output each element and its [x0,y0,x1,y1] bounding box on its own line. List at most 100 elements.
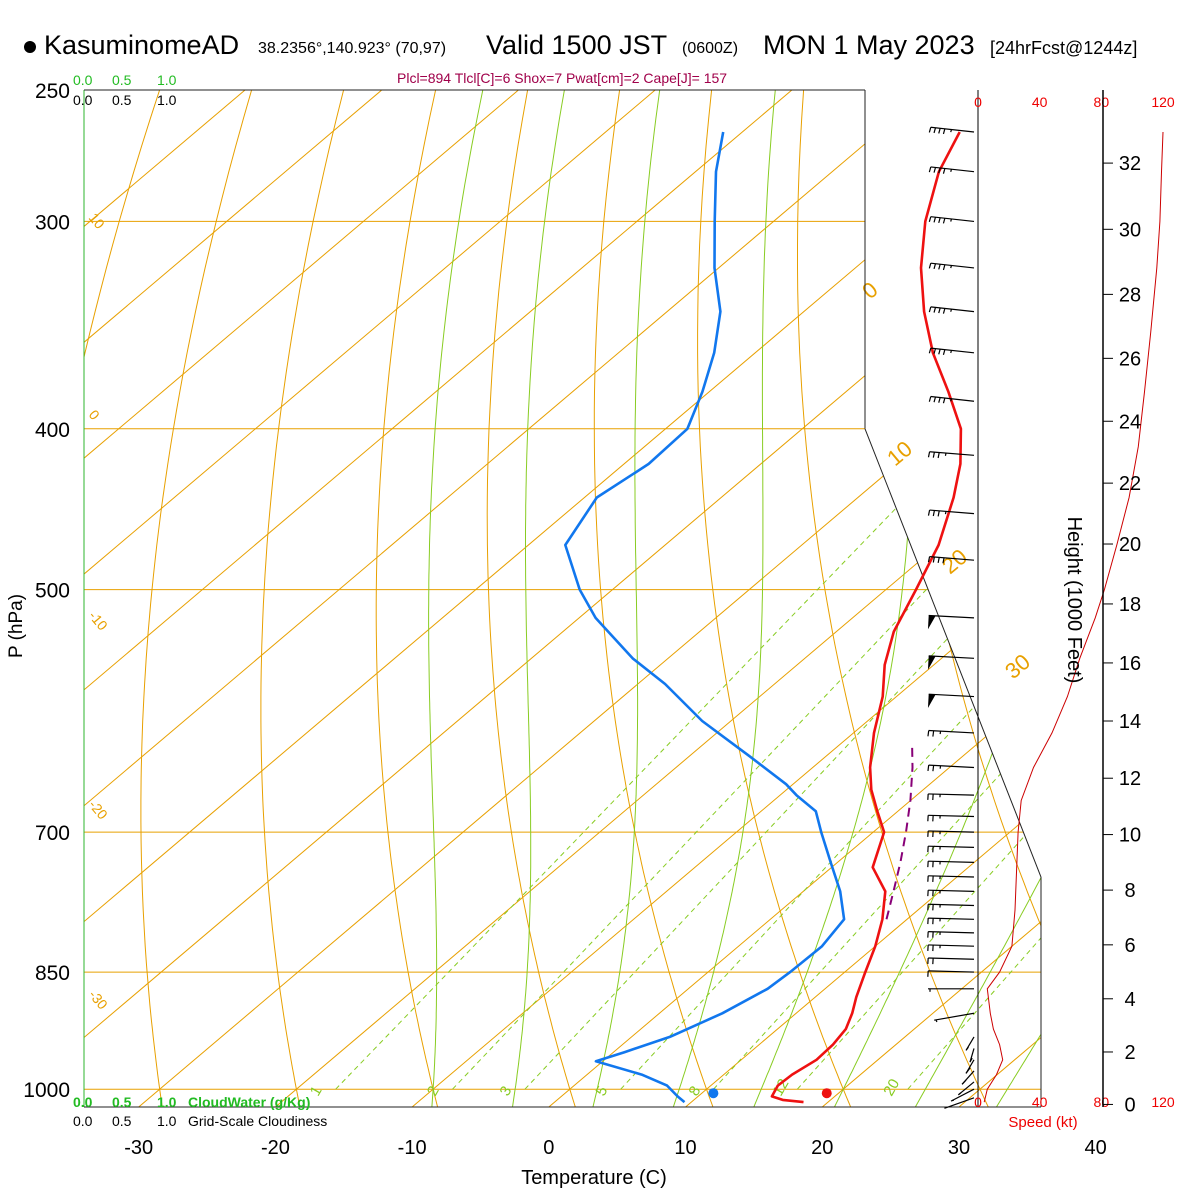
cloudiness-scale-label: 1.0 [157,1113,177,1129]
wind-barb-halfflag [950,309,953,312]
wind-barb-shaft [930,166,975,173]
moist-adiabat-line [509,90,565,1107]
wind-barb-flag [928,347,932,354]
wind-barb-shaft [929,451,975,456]
wind-barb-shaft [928,814,975,818]
dry-adiabat-line [260,90,352,1107]
wind-barb-shaft [928,889,975,892]
surface-dewpoint-marker [708,1088,719,1099]
wind-barb-flag [938,167,941,174]
wind-barb-flag [938,217,941,224]
wind-barb-flag [927,556,931,563]
height-tick-label: 16 [1119,653,1141,675]
temperature-tick-label: 30 [948,1137,970,1159]
pressure-tick-label: 400 [35,419,70,442]
wind-barb-flag [928,396,932,402]
wind-speed-top-tick: 40 [1032,94,1048,110]
wind-barb-shaft [928,693,975,698]
wind-barb-flag [937,510,940,517]
wind-barb [927,814,975,822]
height-tick-label: 8 [1124,880,1135,902]
wind-barb [928,395,975,404]
wind-barb-shaft [930,216,975,223]
wind-barb-shaft [929,509,975,515]
wind-barb-halfflag [950,265,953,269]
height-tick-label: 32 [1119,153,1141,175]
wind-barb [950,1088,975,1102]
height-tick-label: 10 [1119,825,1141,847]
station-name: KasuminomeAD [44,30,240,60]
moist-adiabat-line [588,90,661,1107]
wind-barb-halfflag [944,511,947,515]
wind-barb-flag [938,264,941,270]
wind-barb-flag [933,217,937,223]
wind-barb-shaft [928,845,975,849]
wind-barb-shaft [928,614,975,619]
wind-barb [927,729,975,737]
wind-barb-shaft [930,395,975,402]
wind-barb-halfflag [950,129,953,133]
height-axis-label: Height (1000 Feet) [1063,517,1085,684]
wind-barb-shaft [929,556,975,561]
cloud-water-scale-label: 0.5 [112,1094,132,1110]
cloud-scale-top-label: 0.0 [73,72,93,88]
wind-barb-halfflag [935,1019,938,1023]
height-tick-label: 18 [1119,594,1141,616]
wind-barb-flag [933,263,937,270]
wind-barb-flag [928,263,932,269]
pressure-tick-label: 500 [35,580,70,603]
wind-speed-top-tick: 120 [1151,94,1175,110]
temperature-tick-label: 20 [811,1137,833,1159]
wind-barb-flag [933,167,937,173]
wind-barb-flag [928,306,932,313]
wind-barb-flag [937,452,940,459]
height-tick-label: 0 [1124,1094,1135,1116]
isotherm-line [821,90,1041,1107]
wind-barb-flag [942,308,946,314]
dry-adiabat-line [1170,61,1200,1125]
wind-barb-shaft [928,764,975,769]
wind-speed-bottom-tick: 40 [1032,1094,1048,1110]
wind-barb-shaft [934,1012,975,1021]
wind-barb-flag [933,396,937,403]
wind-barb [927,931,975,938]
wind-barb [928,126,975,135]
height-tick-label: 2 [1124,1042,1135,1064]
temperature-tick-label: 40 [1085,1137,1107,1159]
wind-speed-profile-line [983,131,1164,1103]
cloud-water-label: CloudWater (g/Kg) [188,1094,310,1110]
cloudiness-label: Grid-Scale Cloudiness [188,1113,327,1129]
wind-barb [927,957,975,965]
wind-barb-pennant [927,655,936,670]
wind-barb-flag [938,348,941,355]
dry-adiabat-line [987,90,1041,1107]
wind-barb [927,944,975,952]
wind-barb-flag [937,557,940,564]
wind-barb-flag [927,765,930,771]
wind-barb-flag [942,264,946,271]
wind-barb-pennant [927,615,936,630]
wind-barb-shaft [928,793,975,796]
wind-barb-halfflag [950,350,953,354]
dewpoint-profile-line [564,131,846,1104]
cloud-water-scale-label: 1.0 [157,1094,177,1110]
temperature-tick-label: -30 [124,1137,153,1159]
isopleth-layer [84,61,1200,1125]
isotherm-line [84,90,793,1107]
moist-adiabat-line [667,90,776,1107]
height-tick-label: 6 [1124,935,1135,957]
wind-barb-shaft [928,970,975,973]
height-tick-label: 26 [1119,348,1141,370]
wind-barb-halfflag [951,1099,954,1102]
wind-barb [927,693,975,708]
isotherm-line [84,90,1041,1107]
mixing-ratio-line [907,428,1041,1090]
wind-barb-flag [927,509,931,516]
wind-barb-flag [927,451,931,458]
wind-barb-flag [942,128,946,135]
wind-barb [927,764,975,772]
isotherm-line [84,90,519,1107]
wind-barb [927,655,975,670]
station-title: KasuminomeAD [24,30,239,61]
